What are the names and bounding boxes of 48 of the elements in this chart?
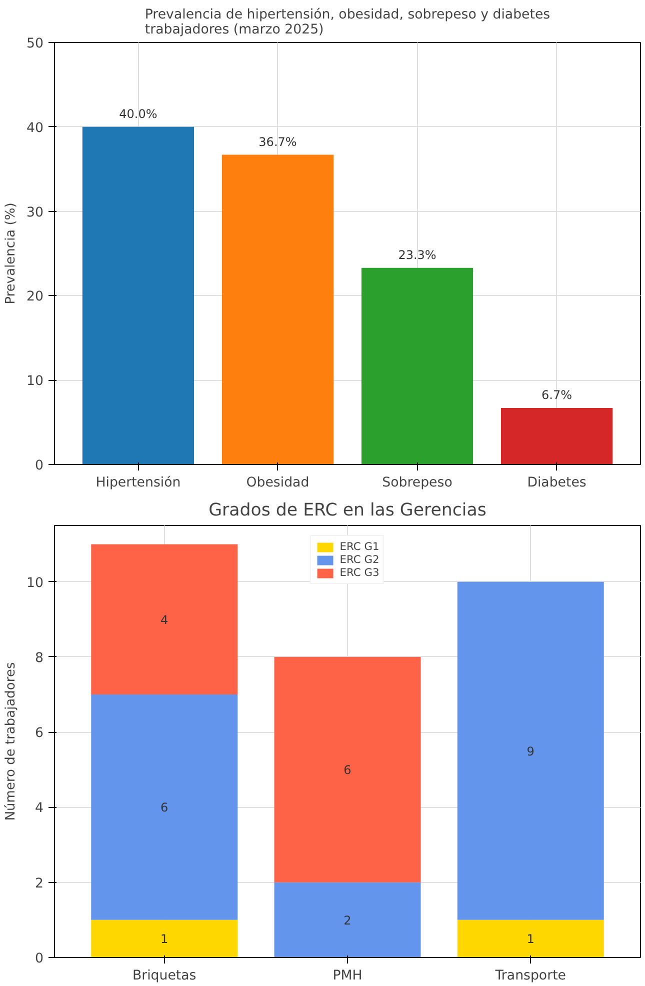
x-tick-label: Sobrepeso	[382, 476, 452, 490]
data-label: 4	[160, 612, 168, 627]
legend-label: ERC G1	[340, 540, 380, 553]
bar	[82, 126, 194, 464]
data-label: 6	[344, 763, 352, 778]
data-label: 1	[160, 932, 168, 946]
legend-label: ERC G2	[340, 553, 380, 566]
data-label: 23.3%	[398, 248, 436, 262]
bar	[457, 920, 604, 958]
y-tick-label: 20	[26, 290, 44, 305]
legend-label: ERC G3	[340, 566, 380, 579]
data-label: 9	[526, 744, 534, 758]
x-tick-label: PMH	[332, 968, 362, 984]
x-tick-label: Obesidad	[246, 476, 310, 490]
data-label: 6	[160, 800, 168, 815]
y-tick-label: 10	[26, 374, 44, 390]
y-tick-label: 2	[35, 876, 44, 892]
data-label: 36.7%	[258, 134, 297, 149]
y-tick-label: 30	[26, 205, 44, 220]
x-tick-label: Transporte	[494, 968, 566, 984]
bar	[91, 920, 238, 958]
x-tick-label: Hipertensión	[96, 476, 181, 490]
y-axis-title: Número de trabajadores	[4, 662, 19, 821]
bar	[91, 694, 238, 920]
x-tick-label: Diabetes	[527, 476, 586, 490]
y-tick-label: 4	[35, 801, 44, 816]
data-label: 6.7%	[542, 388, 572, 402]
bar	[91, 544, 238, 695]
chart-title: Prevalencia de hipertensión, obesidad, sobrepeso y diabetes trabajadores (marzo 2025)	[144, 8, 550, 38]
bar	[274, 882, 421, 958]
data-label: 2	[344, 913, 352, 928]
x-tick-label: Briquetas	[132, 968, 196, 984]
y-axis-title: Prevalencia (%)	[4, 202, 19, 304]
bar	[457, 582, 604, 920]
chart-title: Grados de ERC en las Gerencias	[208, 500, 486, 520]
data-label: 1	[526, 932, 534, 946]
y-tick-label: 10	[26, 576, 44, 591]
bar	[222, 154, 334, 464]
bar	[274, 656, 421, 882]
y-tick-label: 8	[35, 650, 44, 666]
y-tick-label: 0	[35, 952, 44, 966]
bar	[361, 268, 474, 464]
y-tick-label: 0	[35, 458, 44, 474]
data-label: 40.0%	[119, 106, 158, 121]
y-tick-label: 6	[35, 726, 44, 742]
y-tick-label: 40	[26, 120, 44, 136]
y-tick-label: 50	[26, 36, 44, 52]
bar	[500, 408, 613, 464]
